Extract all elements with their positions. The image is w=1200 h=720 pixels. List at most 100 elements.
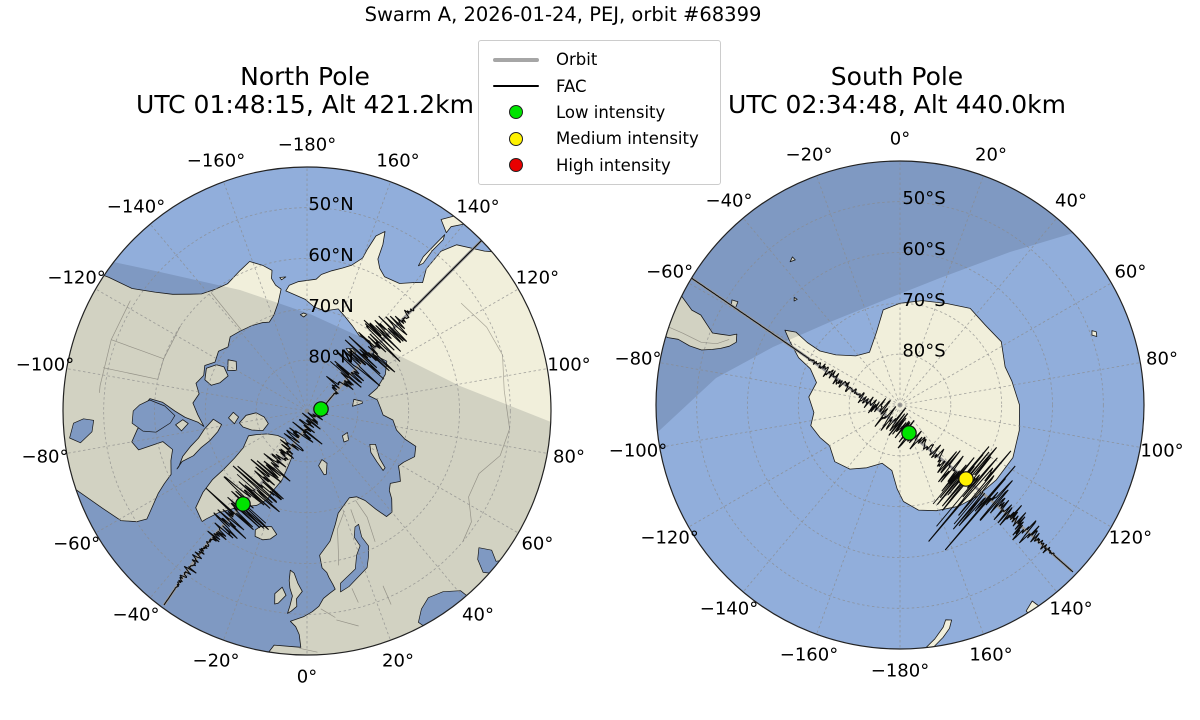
land-southampton [175, 419, 189, 432]
low-intensity-marker [235, 496, 251, 512]
night-shade [656, 161, 1090, 446]
lon-label: −100° [16, 354, 74, 375]
lon-label: 40° [1055, 191, 1087, 212]
lon-label: 60° [521, 534, 553, 555]
legend-item-medium-intensity: Medium intensity [489, 129, 720, 148]
lon-label: 0° [297, 667, 317, 688]
land-baffin [176, 418, 222, 470]
low-intensity-marker [901, 425, 917, 441]
lake-baltic [340, 523, 369, 593]
lat-label: 60°N [308, 245, 353, 266]
lon-label: 140° [456, 197, 499, 218]
land-victoria [204, 364, 229, 386]
medium-intensity-marker [958, 471, 974, 487]
fac-spike [988, 478, 1006, 499]
latitude-grid-labels: 50°S 60°S 70°S 80°S [902, 188, 945, 362]
legend-label: FAC [556, 76, 587, 96]
land-wrangel [299, 312, 308, 318]
lon-label: −40° [706, 191, 753, 212]
lon-label: 120° [516, 268, 559, 289]
legend-label: Orbit [556, 50, 598, 70]
land-stlawr [279, 276, 287, 281]
graticule [66, 167, 548, 655]
fac-spike [953, 491, 982, 525]
legend-item-low-intensity: Low intensity [489, 103, 720, 122]
legend-item-fac: FAC [489, 77, 720, 96]
lon-label: 100° [547, 354, 590, 375]
lat-label: 50°N [308, 194, 353, 215]
longitude-tick-labels: −180° 160° 140° 120° 100° 80° 60° 40° 20° 0° −20° −… [16, 135, 591, 688]
south-map-title: South Pole [830, 62, 964, 91]
lon-label: −20° [786, 145, 833, 166]
south-map-header: South Pole UTC 02:34:48, Alt 440.0km [697, 63, 1097, 119]
north-map-subtitle: UTC 01:48:15, Alt 421.2km [136, 90, 474, 119]
fac-spike [359, 334, 375, 349]
legend-label: Medium intensity [556, 129, 699, 149]
lon-label: 120° [1109, 528, 1152, 549]
lon-label: −80° [22, 447, 69, 468]
lon-label: 80° [553, 447, 585, 468]
fac-spike [330, 361, 349, 378]
lon-label: −120° [640, 528, 698, 549]
lon-label: −180° [871, 661, 929, 682]
land-sgeorgia [789, 256, 796, 263]
land-iceland [254, 526, 278, 541]
land-na [63, 261, 282, 523]
land-ireland [274, 586, 287, 605]
legend-line-swatch [489, 57, 543, 62]
lon-label: 100° [1140, 441, 1183, 462]
legend-dot-icon [489, 158, 543, 173]
land-nz_south [924, 619, 952, 649]
country-borders [663, 324, 730, 345]
low-intensity-marker [313, 401, 329, 417]
lake-hudson [131, 399, 176, 433]
fac-spike [362, 360, 385, 380]
lat-label: 50°S [902, 188, 945, 209]
lon-label: −60° [53, 534, 100, 555]
figure-title: Swarm A, 2026-01-24, PEJ, orbit #68399 [364, 3, 762, 26]
fac-spike [214, 495, 235, 515]
lat-label: 70°N [308, 296, 353, 317]
land-kerguelen [1091, 330, 1098, 337]
legend-item-orbit: Orbit [489, 50, 720, 69]
lon-label: −140° [700, 598, 758, 619]
map-boundary [655, 160, 1145, 650]
lon-label: 20° [382, 651, 414, 672]
lon-label: −180° [278, 135, 336, 156]
legend-label: Low intensity [556, 102, 666, 122]
lon-label: −140° [107, 197, 165, 218]
lat-label: 80°S [902, 341, 945, 362]
land-ellesmere [239, 412, 269, 431]
lon-label: 140° [1049, 598, 1092, 619]
legend-label: High intensity [556, 155, 671, 175]
lon-label: −100° [609, 441, 667, 462]
map-boundary [62, 166, 552, 656]
south-pole-map [656, 161, 1144, 649]
north-map-title: North Pole [240, 62, 370, 91]
lon-label: 160° [969, 645, 1012, 666]
lon-label: 160° [376, 151, 419, 172]
lat-label: 70°S [902, 290, 945, 311]
legend-dot-icon [489, 131, 543, 146]
lon-label: 40° [462, 604, 494, 625]
lat-label: 80°N [308, 347, 353, 368]
fac-spike [236, 474, 256, 491]
latitude-grid-labels: 50°N 60°N 70°N 80°N [308, 194, 353, 368]
lon-label: −160° [780, 645, 838, 666]
fac-signal [686, 274, 1074, 573]
lon-label: −40° [113, 604, 160, 625]
legend-item-high-intensity: High intensity [489, 156, 720, 175]
lon-label: −160° [187, 151, 245, 172]
legend-dot-icon [489, 105, 543, 120]
lon-label: −120° [47, 268, 105, 289]
land-sorkney [793, 296, 798, 302]
south-map-subtitle: UTC 02:34:48, Alt 440.0km [728, 90, 1066, 119]
longitude-tick-labels: 0° 20° 40° 60° 80° 100° 120° 140° 160° −180° −160°… [609, 129, 1184, 682]
night-shade [63, 258, 551, 655]
lon-label: 60° [1114, 262, 1146, 283]
lon-label: −20° [193, 651, 240, 672]
land-uk [287, 569, 303, 614]
land-fjl [342, 432, 349, 443]
